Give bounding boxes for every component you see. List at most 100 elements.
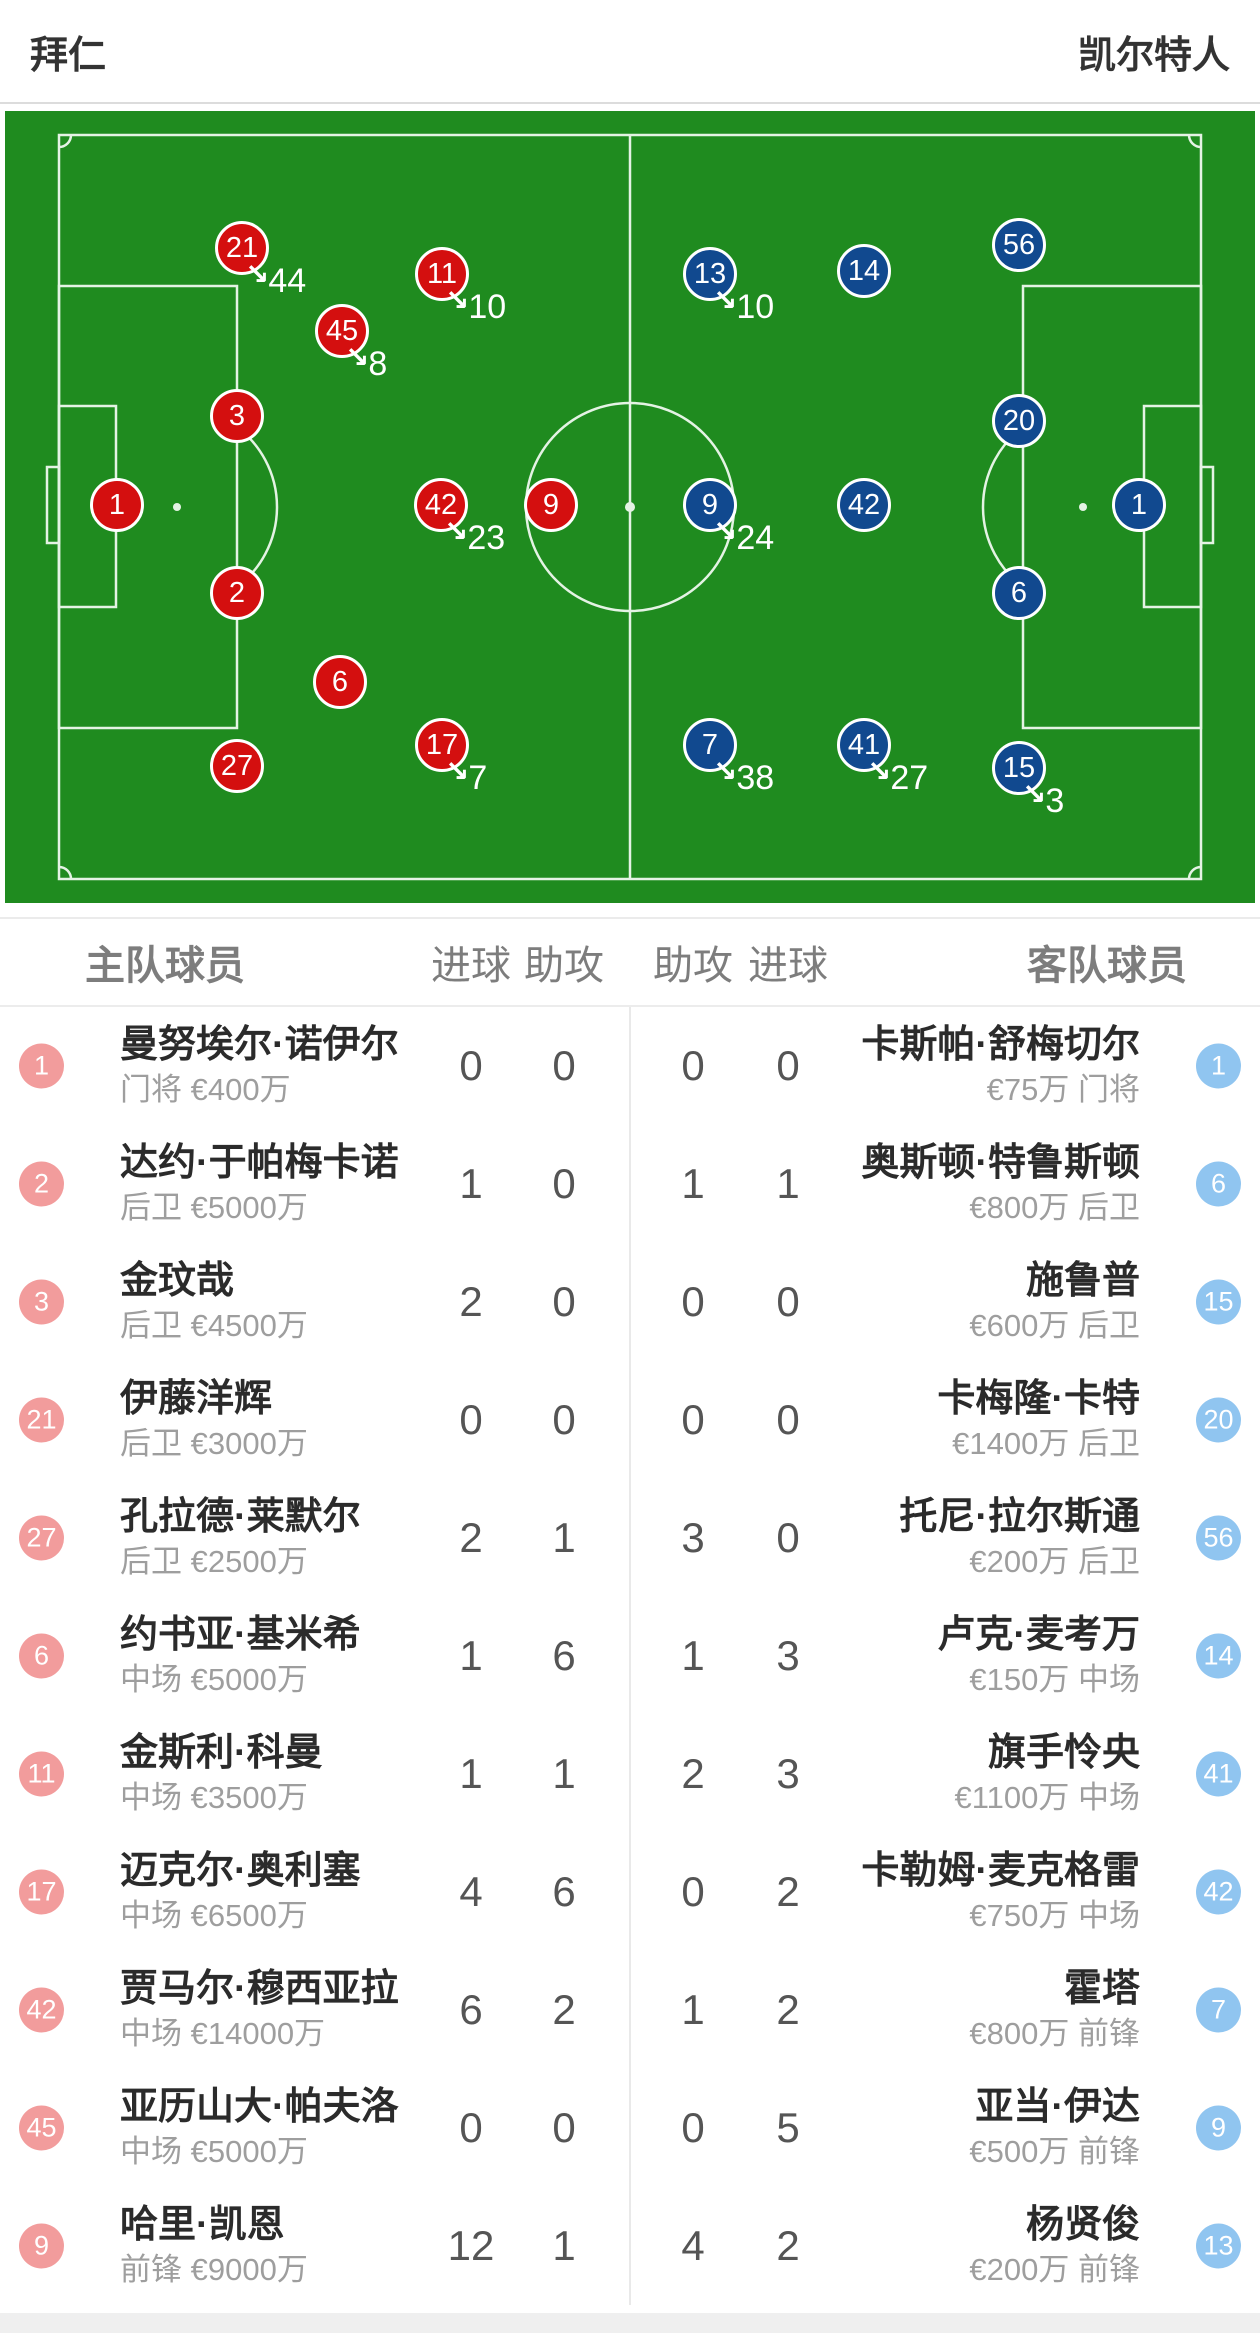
home-player-meta: 后卫 €3000万	[120, 1426, 308, 1461]
player-marker[interactable]: 6	[313, 655, 367, 709]
goal-left	[45, 465, 61, 545]
away-player-meta: €150万 中场	[969, 1662, 1140, 1697]
player-marker[interactable]: 27	[210, 739, 264, 793]
sub-arrow-icon: ↘	[345, 342, 370, 374]
away-player-number-badge: 9	[1196, 2105, 1241, 2151]
away-player-number-badge: 56	[1196, 1515, 1241, 1561]
player-number: 7	[701, 728, 719, 761]
player-marker[interactable]: 41 ↘ 27	[837, 718, 928, 797]
away-player-info: 卢克·麦考万 €150万 中场	[937, 1611, 1140, 1701]
player-marker[interactable]: 17 ↘ 7	[415, 718, 487, 797]
sub-player-number: 44	[268, 262, 307, 300]
home-player-meta: 中场 €14000万	[120, 2016, 326, 2051]
player-marker[interactable]: 56	[992, 218, 1046, 272]
player-marker[interactable]: 45 ↘ 8	[315, 304, 387, 383]
player-row[interactable]: 17 迈克尔·奥利塞 中场 €6500万 4 6 0 2 卡勒姆·麦克格雷 €7…	[0, 1833, 1260, 1951]
player-marker[interactable]: 1	[1112, 478, 1166, 532]
home-player-info: 贾马尔·穆西亚拉 中场 €14000万	[120, 1965, 399, 2055]
sub-player-number: 27	[890, 759, 929, 797]
home-player-meta: 前锋 €9000万	[120, 2252, 308, 2287]
away-goals-value: 0	[776, 1042, 800, 1089]
away-assists-value: 0	[681, 1042, 705, 1089]
player-row[interactable]: 11 金斯利·科曼 中场 €3500万 1 1 2 3 旗手怜央 €1100万 …	[0, 1715, 1260, 1833]
sub-arrow-icon: ↘	[245, 259, 270, 291]
player-row[interactable]: 42 贾马尔·穆西亚拉 中场 €14000万 6 2 1 2 霍塔 €800万 …	[0, 1951, 1260, 2069]
player-marker[interactable]: 7 ↘ 38	[683, 718, 774, 797]
player-row[interactable]: 3 金玟哉 后卫 €4500万 2 0 0 0 施鲁普 €600万 后卫 15	[0, 1243, 1260, 1361]
player-marker[interactable]: 9 ↘ 24	[683, 478, 774, 557]
home-assists-value: 0	[552, 1396, 576, 1443]
away-player-info: 施鲁普 €600万 后卫	[969, 1257, 1140, 1347]
sub-player-number: 10	[468, 288, 507, 326]
sub-arrow-icon: ↘	[445, 756, 470, 788]
player-marker[interactable]: 15 ↘ 3	[992, 741, 1064, 820]
player-row[interactable]: 6 约书亚·基米希 中场 €5000万 1 6 1 3 卢克·麦考万 €150万…	[0, 1597, 1260, 1715]
home-player-name: 金斯利·科曼	[120, 1732, 323, 1774]
away-player-meta: €75万 门将	[986, 1072, 1140, 1107]
away-player-info: 杨贤俊 €200万 前锋	[969, 2201, 1140, 2291]
player-row[interactable]: 2 达约·于帕梅卡诺 后卫 €5000万 1 0 1 1 奥斯顿·特鲁斯顿 €8…	[0, 1125, 1260, 1243]
player-row[interactable]: 9 哈里·凯恩 前锋 €9000万 12 1 4 2 杨贤俊 €200万 前锋 …	[0, 2187, 1260, 2305]
player-number: 6	[331, 665, 349, 698]
penalty-arc-right	[981, 426, 1024, 588]
substitution-label: ↘ 23	[444, 516, 505, 560]
home-player-name: 迈克尔·奥利塞	[120, 1850, 361, 1892]
away-player-number-badge: 6	[1196, 1161, 1241, 1207]
away-assists-value: 3	[681, 1514, 705, 1561]
player-row[interactable]: 27 孔拉德·莱默尔 后卫 €2500万 2 1 3 0 托尼·拉尔斯通 €20…	[0, 1479, 1260, 1597]
home-player-info: 哈里·凯恩 前锋 €9000万	[120, 2201, 308, 2291]
home-player-name: 约书亚·基米希	[120, 1614, 361, 1656]
home-assists-value: 0	[552, 1278, 576, 1325]
away-player-number-badge: 14	[1196, 1633, 1241, 1679]
player-marker[interactable]: 21 ↘ 44	[215, 221, 306, 300]
away-goals-value: 3	[776, 1750, 800, 1797]
player-number: 41	[847, 728, 881, 761]
away-assists-value: 1	[681, 1986, 705, 2033]
penalty-spot-right	[1079, 503, 1087, 511]
substitution-label: ↘ 8	[345, 342, 387, 386]
player-number: 21	[225, 231, 259, 264]
home-player-name: 达约·于帕梅卡诺	[120, 1142, 399, 1184]
away-assists-value: 1	[681, 1632, 705, 1679]
away-player-meta: €750万 中场	[969, 1898, 1140, 1933]
away-player-info: 亚当·伊达 €500万 前锋	[969, 2083, 1140, 2173]
player-marker[interactable]: 20	[992, 394, 1046, 448]
away-team-name: 凯尔特人	[1077, 34, 1230, 77]
away-player-meta: €1400万 后卫	[952, 1426, 1140, 1461]
player-marker[interactable]: 14	[837, 244, 891, 298]
player-marker[interactable]: 42 ↘ 23	[414, 478, 505, 557]
player-marker[interactable]: 6	[992, 566, 1046, 620]
sub-arrow-icon: ↘	[867, 756, 892, 788]
player-marker[interactable]: 1	[90, 478, 144, 532]
home-goals-value: 4	[459, 1868, 483, 1915]
stats-table-header: 主队球员 进球 助攻 助攻 进球 客队球员	[0, 919, 1260, 1007]
formation-pitch: 1 21 ↘ 44 3 2 27 45 ↘ 8	[5, 111, 1255, 903]
away-assists-value: 0	[681, 1868, 705, 1915]
player-row[interactable]: 45 亚历山大·帕夫洛 中场 €5000万 0 0 0 5 亚当·伊达 €500…	[0, 2069, 1260, 2187]
player-marker[interactable]: 3	[210, 389, 264, 443]
corner-arc-bottom-right	[1187, 865, 1202, 880]
player-number: 11	[426, 257, 458, 290]
stats-rows: 1 曼努埃尔·诺伊尔 门将 €400万 0 0 0 0 卡斯帕·舒梅切尔 €75…	[0, 1007, 1260, 2305]
player-marker[interactable]: 9	[524, 478, 578, 532]
penalty-arc-left	[236, 426, 279, 588]
home-player-number-badge: 3	[19, 1279, 64, 1325]
away-player-info: 卡梅隆·卡特 €1400万 后卫	[937, 1375, 1140, 1465]
player-marker[interactable]: 42	[837, 478, 891, 532]
player-number: 42	[424, 488, 458, 521]
substitution-label: ↘ 10	[713, 285, 774, 329]
sub-arrow-icon: ↘	[713, 516, 738, 548]
home-player-number-badge: 9	[19, 2223, 64, 2269]
column-home-assists: 助攻	[524, 944, 604, 988]
player-marker[interactable]: 13 ↘ 10	[683, 247, 774, 326]
away-player-name: 施鲁普	[1025, 1260, 1140, 1302]
away-player-info: 霍塔 €800万 前锋	[969, 1965, 1140, 2055]
player-marker[interactable]: 2	[210, 566, 264, 620]
player-marker[interactable]: 11 ↘ 10	[415, 247, 506, 326]
home-player-name: 贾马尔·穆西亚拉	[120, 1968, 399, 2010]
player-row[interactable]: 1 曼努埃尔·诺伊尔 门将 €400万 0 0 0 0 卡斯帕·舒梅切尔 €75…	[0, 1007, 1260, 1125]
home-goals-value: 1	[459, 1632, 483, 1679]
sub-player-number: 23	[467, 519, 506, 557]
player-row[interactable]: 21 伊藤洋辉 后卫 €3000万 0 0 0 0 卡梅隆·卡特 €1400万 …	[0, 1361, 1260, 1479]
home-player-info: 金玟哉 后卫 €4500万	[120, 1257, 308, 1347]
